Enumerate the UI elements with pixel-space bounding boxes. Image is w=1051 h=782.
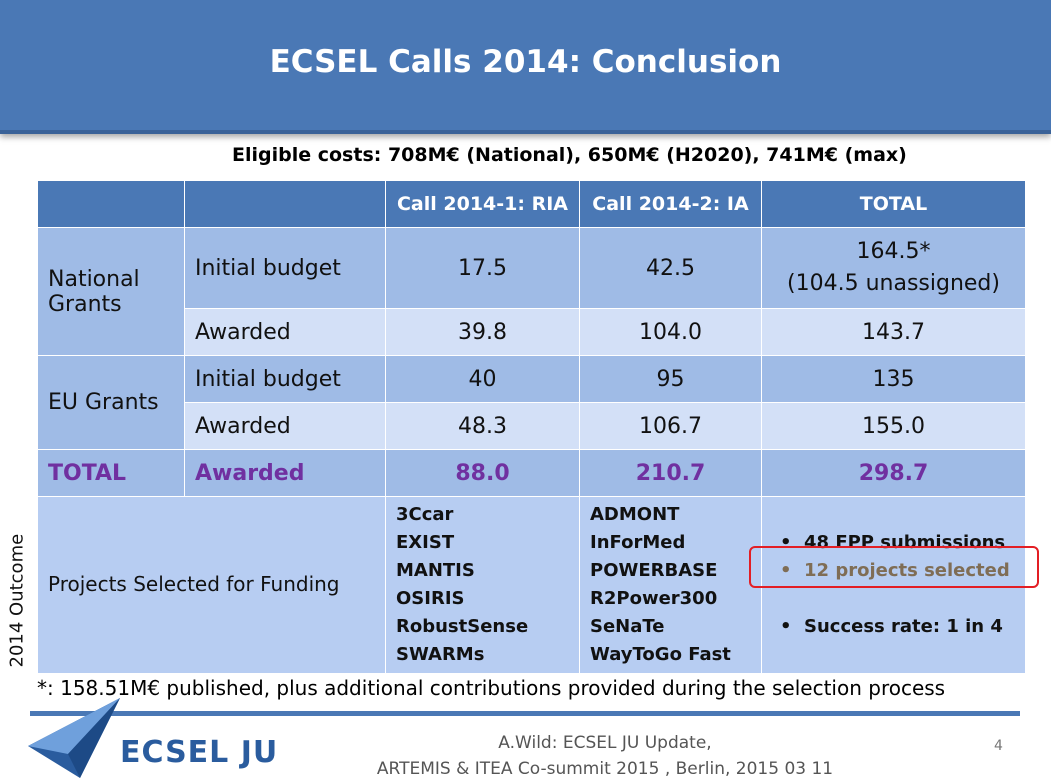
row-label: Initial budget	[184, 355, 386, 403]
table-cell: 164.5* (104.5 unassigned)	[761, 227, 1026, 309]
project-name: SWARMs	[396, 644, 485, 665]
logo-text: ECSEL JU	[120, 735, 279, 770]
footnote: *: 158.51M€ published, plus additional c…	[37, 676, 946, 700]
header-cell	[37, 180, 185, 228]
total-value: 164.5*	[856, 239, 931, 264]
summary-item: Success rate: 1 in 4	[772, 613, 1015, 641]
row-label: Awarded	[184, 308, 386, 356]
footer-line: ARTEMIS & ITEA Co-summit 2015 , Berlin, …	[376, 759, 834, 779]
project-name: OSIRIS	[396, 588, 465, 609]
projects-label: Projects Selected for Funding	[48, 572, 340, 596]
project-name: 3Ccar	[396, 504, 454, 525]
group-label: National Grants	[48, 266, 140, 317]
table-header-row: Call 2014-1: RIA Call 2014-2: IA TOTAL	[37, 180, 1026, 228]
header-total: TOTAL	[761, 180, 1026, 228]
total-ria: 88.0	[385, 449, 580, 497]
side-label: 2014 Outcome	[6, 533, 28, 668]
total-sum: 298.7	[761, 449, 1026, 497]
project-name: ADMONT	[590, 504, 680, 525]
project-name: RobustSense	[396, 616, 529, 637]
total-note: (104.5 unassigned)	[787, 271, 1000, 296]
group-national: National Grants	[37, 227, 185, 356]
header-ia: Call 2014-2: IA	[579, 180, 762, 228]
table-cell: 155.0	[761, 402, 1026, 450]
spacer	[772, 585, 1015, 613]
projects-label-cell: Projects Selected for Funding	[37, 496, 386, 674]
table-row: EU Grants Initial budget 40 95 135	[37, 355, 1026, 450]
table-cell: 42.5	[579, 227, 762, 309]
project-name: R2Power300	[590, 588, 718, 609]
table-cell: 104.0	[579, 308, 762, 356]
row-label: Initial budget	[184, 227, 386, 309]
project-name: EXIST	[396, 532, 455, 553]
page-number: 4	[994, 738, 1003, 754]
table-cell: 143.7	[761, 308, 1026, 356]
table-cell: 95	[579, 355, 762, 403]
title-bar: ECSEL Calls 2014: Conclusion	[0, 0, 1051, 134]
footer-caption: A.Wild: ECSEL JU Update, ARTEMIS & ITEA …	[300, 730, 910, 782]
table-cell: 135	[761, 355, 1026, 403]
highlight-box	[749, 546, 1039, 588]
table-row: National Grants Initial budget 17.5 42.5…	[37, 227, 1026, 356]
ria-projects: 3Ccar EXIST MANTIS OSIRIS RobustSense SW…	[385, 496, 580, 674]
row-label: Awarded	[184, 402, 386, 450]
project-name: SeNaTe	[590, 616, 665, 637]
projects-row: Projects Selected for Funding 3Ccar EXIS…	[37, 496, 1026, 674]
group-eu: EU Grants	[37, 355, 185, 450]
total-row: TOTAL Awarded 88.0 210.7 298.7	[37, 449, 1026, 497]
table-cell: 48.3	[385, 402, 580, 450]
table-cell: 40	[385, 355, 580, 403]
ecsel-logo-icon	[28, 698, 120, 778]
total-ia: 210.7	[579, 449, 762, 497]
footer-rule	[30, 711, 1020, 716]
project-name: InForMed	[590, 532, 686, 553]
project-name: MANTIS	[396, 560, 475, 581]
footer-line: A.Wild: ECSEL JU Update,	[498, 733, 712, 753]
header-cell	[184, 180, 386, 228]
table-cell: 39.8	[385, 308, 580, 356]
summary-item-highlighted: 12 projects selected	[772, 557, 1015, 585]
project-name: WayToGo Fast	[590, 644, 731, 665]
header-ria: Call 2014-1: RIA	[385, 180, 580, 228]
eligible-costs: Eligible costs: 708M€ (National), 650M€ …	[232, 144, 907, 166]
table-row: Awarded 48.3 106.7 155.0	[38, 402, 1026, 450]
table-cell: 17.5	[385, 227, 580, 309]
grants-table: Call 2014-1: RIA Call 2014-2: IA TOTAL N…	[37, 180, 1026, 674]
table-cell: 106.7	[579, 402, 762, 450]
total-row-label: Awarded	[184, 449, 386, 497]
table-row: Awarded 39.8 104.0 143.7	[38, 308, 1026, 356]
summary-cell: 48 FPP submissions 12 projects selected …	[761, 496, 1026, 674]
ia-projects: ADMONT InForMed POWERBASE R2Power300 SeN…	[579, 496, 762, 674]
project-name: POWERBASE	[590, 560, 718, 581]
total-group-label: TOTAL	[37, 449, 185, 497]
slide-title: ECSEL Calls 2014: Conclusion	[269, 44, 782, 80]
